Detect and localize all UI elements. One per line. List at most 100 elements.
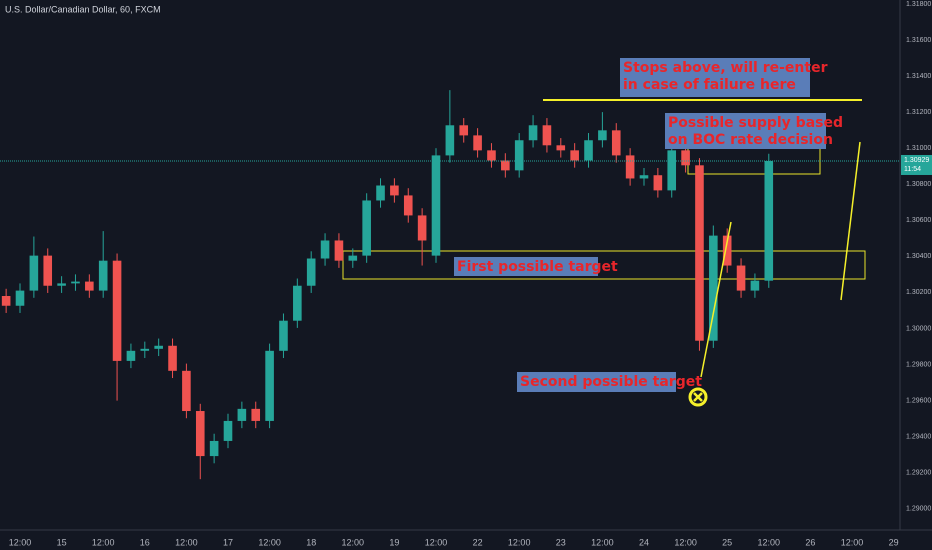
y-tick-label: 1.29400 bbox=[906, 433, 931, 440]
candle-body bbox=[722, 235, 732, 266]
candle-body bbox=[570, 150, 579, 161]
last-price-label: 1.30929 bbox=[904, 157, 929, 164]
annotation-text: in case of failure here bbox=[623, 77, 796, 93]
annotation-box bbox=[620, 58, 810, 97]
price-axis bbox=[900, 0, 932, 550]
x-tick-label: 17 bbox=[223, 537, 233, 547]
candle-body bbox=[112, 260, 122, 361]
x-tick-label: 12:00 bbox=[92, 537, 115, 547]
y-tick-label: 1.31600 bbox=[906, 37, 931, 44]
x-tick-label: 19 bbox=[389, 537, 399, 547]
countdown-label: 11:54 bbox=[904, 166, 921, 173]
candle-body bbox=[501, 160, 510, 171]
candle-body bbox=[417, 215, 427, 241]
y-tick-label: 1.31000 bbox=[906, 145, 931, 152]
last-price-badge bbox=[901, 154, 932, 175]
candle-body bbox=[542, 125, 552, 146]
y-tick-label: 1.31200 bbox=[906, 109, 931, 116]
candle-body bbox=[681, 150, 690, 166]
candle-body bbox=[390, 185, 399, 196]
candle-body bbox=[528, 125, 538, 141]
x-tick-label: 18 bbox=[306, 537, 316, 547]
y-tick-label: 1.29600 bbox=[906, 397, 931, 404]
x-tick-label: 12:00 bbox=[508, 537, 531, 547]
x-tick-label: 12:00 bbox=[9, 537, 32, 547]
trend-line bbox=[840, 141, 861, 301]
candle-body bbox=[598, 130, 607, 141]
candle-body bbox=[293, 285, 302, 321]
candle-body bbox=[625, 155, 635, 179]
annotation-text: on BOC rate decision bbox=[668, 132, 833, 148]
candle-body bbox=[348, 255, 358, 261]
y-tick-label: 1.30800 bbox=[906, 181, 931, 188]
x-tick-label: 15 bbox=[57, 537, 67, 547]
candle-body bbox=[362, 200, 371, 256]
candle-body bbox=[667, 150, 677, 191]
y-tick-label: 1.30200 bbox=[906, 289, 931, 296]
candle-body bbox=[639, 175, 649, 179]
annotation-text: First possible target bbox=[457, 259, 618, 275]
x-tick-label: 29 bbox=[889, 537, 899, 547]
candle-body bbox=[154, 345, 163, 349]
candle-body bbox=[695, 165, 704, 341]
x-tick-label: 12:00 bbox=[591, 537, 614, 547]
candle-body bbox=[223, 420, 233, 441]
annotation-box bbox=[517, 372, 676, 392]
target-marker bbox=[688, 387, 708, 407]
x-tick-label: 24 bbox=[639, 537, 649, 547]
candle-body bbox=[85, 281, 94, 291]
y-tick-label: 1.30000 bbox=[906, 325, 931, 332]
trend-line bbox=[700, 221, 732, 378]
candle-body bbox=[195, 411, 205, 457]
x-tick-label: 12:00 bbox=[425, 537, 448, 547]
candle-body bbox=[1, 296, 11, 306]
candle-body bbox=[459, 125, 469, 136]
y-tick-label: 1.29800 bbox=[906, 361, 931, 368]
candle-body bbox=[279, 320, 288, 351]
y-tick-label: 1.30600 bbox=[906, 217, 931, 224]
candle-body bbox=[306, 258, 316, 286]
candle-body bbox=[334, 240, 344, 261]
x-tick-label: 12:00 bbox=[342, 537, 365, 547]
candle-body bbox=[556, 145, 566, 151]
annotation-text: Stops above, will re-enter bbox=[623, 60, 828, 76]
x-tick-label: 12:00 bbox=[674, 537, 697, 547]
chart-title: U.S. Dollar/Canadian Dollar, 60, FXCM bbox=[5, 4, 161, 14]
candle-body bbox=[653, 175, 663, 191]
x-tick-label: 25 bbox=[722, 537, 732, 547]
x-tick-label: 26 bbox=[805, 537, 815, 547]
candle-body bbox=[98, 260, 108, 291]
annotation-box bbox=[665, 113, 826, 149]
annotation-text: Possible supply based bbox=[668, 115, 843, 131]
target-zone bbox=[342, 250, 866, 280]
candle-body bbox=[709, 235, 718, 341]
candle-body bbox=[57, 283, 66, 286]
y-tick-label: 1.30400 bbox=[906, 253, 931, 260]
candle-body bbox=[182, 370, 191, 412]
candle-body bbox=[209, 440, 219, 457]
y-tick-label: 1.29000 bbox=[906, 506, 931, 513]
candle-body bbox=[750, 280, 760, 291]
candle-body bbox=[140, 348, 150, 351]
x-tick-label: 23 bbox=[556, 537, 566, 547]
candle-body bbox=[514, 140, 524, 171]
candle-body bbox=[764, 160, 774, 281]
candle-body bbox=[237, 408, 247, 421]
candle-body bbox=[445, 125, 455, 156]
candle-body bbox=[251, 408, 261, 421]
target-marker-cross bbox=[693, 392, 703, 402]
candle-body bbox=[473, 135, 482, 151]
y-tick-label: 1.29200 bbox=[906, 470, 931, 477]
x-tick-label: 12:00 bbox=[175, 537, 198, 547]
candle-body bbox=[29, 255, 39, 291]
candle-body bbox=[15, 290, 25, 306]
x-tick-label: 12:00 bbox=[258, 537, 281, 547]
x-tick-label: 16 bbox=[140, 537, 150, 547]
candle-body bbox=[126, 350, 136, 361]
y-tick-label: 1.31800 bbox=[906, 1, 931, 8]
x-tick-label: 22 bbox=[473, 537, 483, 547]
candle-body bbox=[43, 255, 53, 286]
annotation-box bbox=[454, 257, 598, 276]
candle-body bbox=[376, 185, 385, 201]
